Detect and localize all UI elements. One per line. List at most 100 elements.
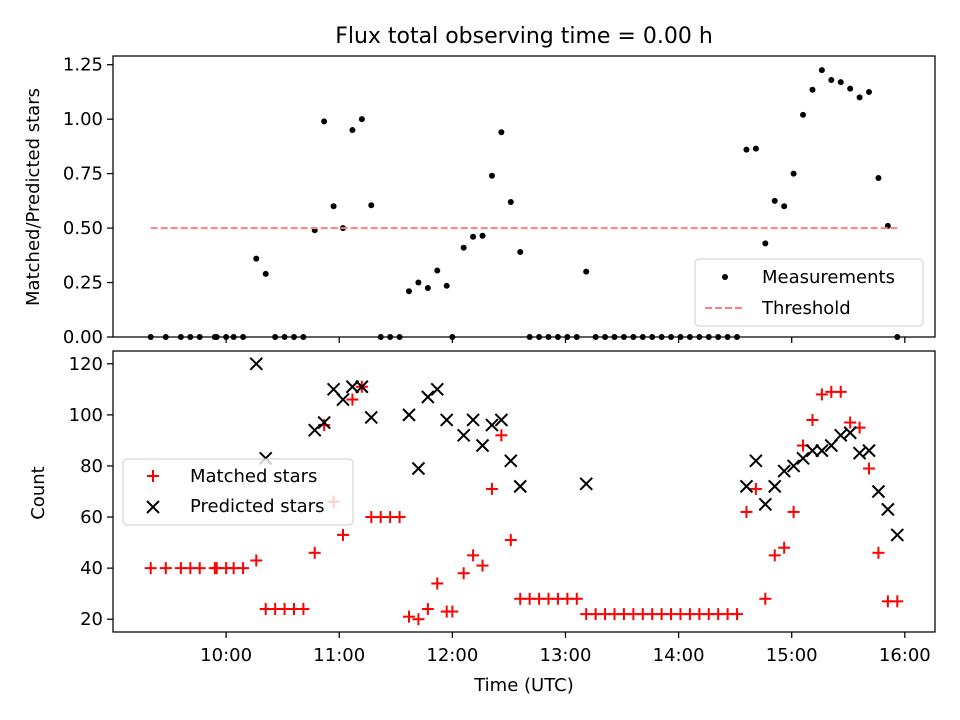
predicted-stars-point xyxy=(249,357,263,371)
measurements-point xyxy=(856,94,863,101)
measurements-point xyxy=(743,146,750,153)
measurements-point xyxy=(781,203,788,210)
matched-legend-marker xyxy=(147,470,159,482)
count-y-tick-label: 40 xyxy=(80,558,103,579)
matched-stars-point xyxy=(872,546,885,559)
matched-stars-point xyxy=(337,528,350,541)
predicted-stars-point xyxy=(890,528,905,542)
predicted-stars-point xyxy=(364,410,378,425)
matched-stars-point xyxy=(159,562,172,575)
measurements-point xyxy=(828,76,835,83)
ratio-y-tick-label: 1.00 xyxy=(63,109,103,130)
predicted-stars-point xyxy=(336,392,350,407)
ratio-panel: Matched/Predicted stars 0.00 0.25 0.50 0.75… xyxy=(23,55,936,348)
matched-stars-point xyxy=(495,429,508,442)
measurements-point xyxy=(358,116,365,123)
predicted-stars-point xyxy=(749,454,763,468)
predicted-stars-point xyxy=(475,438,490,453)
matched-stars-point xyxy=(834,385,847,398)
matched-stars-point xyxy=(144,562,157,575)
predicted-stars-point xyxy=(852,446,867,460)
measurements-point xyxy=(368,202,375,209)
matched-stars-point xyxy=(250,554,263,567)
matched-stars-point xyxy=(504,534,517,547)
threshold-legend-label: Threshold xyxy=(761,298,851,319)
matched-stars-point xyxy=(891,595,904,608)
matched-stars-point xyxy=(740,505,753,518)
predicted-stars-point xyxy=(796,451,810,465)
predicted-stars-point xyxy=(768,479,782,494)
predicted-stars-point xyxy=(439,413,454,427)
measurements-point xyxy=(818,67,825,74)
predicted-stars-point xyxy=(466,413,480,427)
count-panel: Count 20 40 60 80 100 120 10:00 11:00 12:00 13:00… xyxy=(28,350,936,666)
matched-stars-point xyxy=(297,603,310,616)
measurements-point xyxy=(847,85,854,92)
matched-stars-point xyxy=(731,608,744,621)
count-y-tick-label: 120 xyxy=(69,354,103,375)
matched-stars-point xyxy=(485,482,498,495)
matched-stars-point xyxy=(308,546,321,559)
predicted-stars-point xyxy=(862,443,876,458)
measurements-legend-marker xyxy=(722,274,728,280)
measurements-point xyxy=(405,288,412,295)
measurements-point xyxy=(253,255,260,262)
predicted-legend-marker xyxy=(146,500,160,514)
matched-stars-point xyxy=(787,505,800,518)
matched-stars-point xyxy=(393,511,406,524)
matched-stars-point xyxy=(402,610,415,623)
predicted-stars-point xyxy=(834,428,848,443)
predicted-stars-point xyxy=(758,497,773,511)
ratio-y-tick-label: 0.50 xyxy=(63,218,103,239)
ratio-y-tick-label: 1.25 xyxy=(63,55,103,76)
measurements-point xyxy=(262,270,269,277)
ratio-legend: Measurements Threshold xyxy=(694,258,924,327)
measurements-point xyxy=(321,118,328,125)
matched-stars-point xyxy=(193,562,206,575)
predicted-stars-point xyxy=(411,461,426,476)
matched-stars-point xyxy=(749,482,762,495)
measurements-point xyxy=(790,170,797,177)
predicted-stars-point xyxy=(494,413,509,427)
count-x-tick-label: 16:00 xyxy=(879,645,931,666)
matched-stars-point xyxy=(346,393,359,406)
matched-legend-label: Matched stars xyxy=(190,466,317,487)
predicted-stars-point xyxy=(485,418,499,432)
measurements-point xyxy=(809,86,816,93)
predicted-stars-point xyxy=(881,502,895,517)
count-x-tick-label: 10:00 xyxy=(200,645,252,666)
predicted-stars-point xyxy=(345,380,360,394)
measurements-point xyxy=(752,145,759,152)
ratio-y-tick-label: 0.00 xyxy=(63,327,103,348)
ratio-legend-box xyxy=(694,258,924,327)
measurements-point xyxy=(498,129,505,136)
count-y-tick-label: 100 xyxy=(69,405,103,426)
chart-title: Flux total observing time = 0.00 h xyxy=(335,24,713,49)
measurements-point xyxy=(470,233,477,240)
measurements-point xyxy=(507,198,514,205)
predicted-stars-point xyxy=(871,484,886,499)
measurements-point xyxy=(330,203,337,210)
count-legend-box xyxy=(122,458,354,526)
count-x-tick-label: 15:00 xyxy=(766,645,818,666)
predicted-stars-point xyxy=(777,464,791,478)
count-y-tick-label: 60 xyxy=(80,507,103,528)
matched-stars-point xyxy=(759,592,772,605)
predicted-stars-point xyxy=(317,415,331,430)
count-x-tick-label: 13:00 xyxy=(540,645,592,666)
measurements-point xyxy=(517,249,524,256)
count-y-axis-label: Count xyxy=(28,466,49,519)
measurements-point xyxy=(800,111,807,118)
predicted-legend-label: Predicted stars xyxy=(190,496,324,517)
predicted-stars-point xyxy=(815,443,829,458)
matched-stars-point xyxy=(778,541,791,554)
predicted-stars-point xyxy=(430,382,444,397)
ratio-y-axis-label: Matched/Predicted stars xyxy=(23,88,44,306)
count-legend: Matched stars Predicted stars xyxy=(122,458,354,526)
matched-stars-point xyxy=(806,413,819,426)
predicted-stars-point xyxy=(739,479,754,494)
count-x-tick-label: 12:00 xyxy=(426,645,478,666)
measurements-point xyxy=(762,240,769,247)
ratio-axes-frame xyxy=(112,55,936,338)
